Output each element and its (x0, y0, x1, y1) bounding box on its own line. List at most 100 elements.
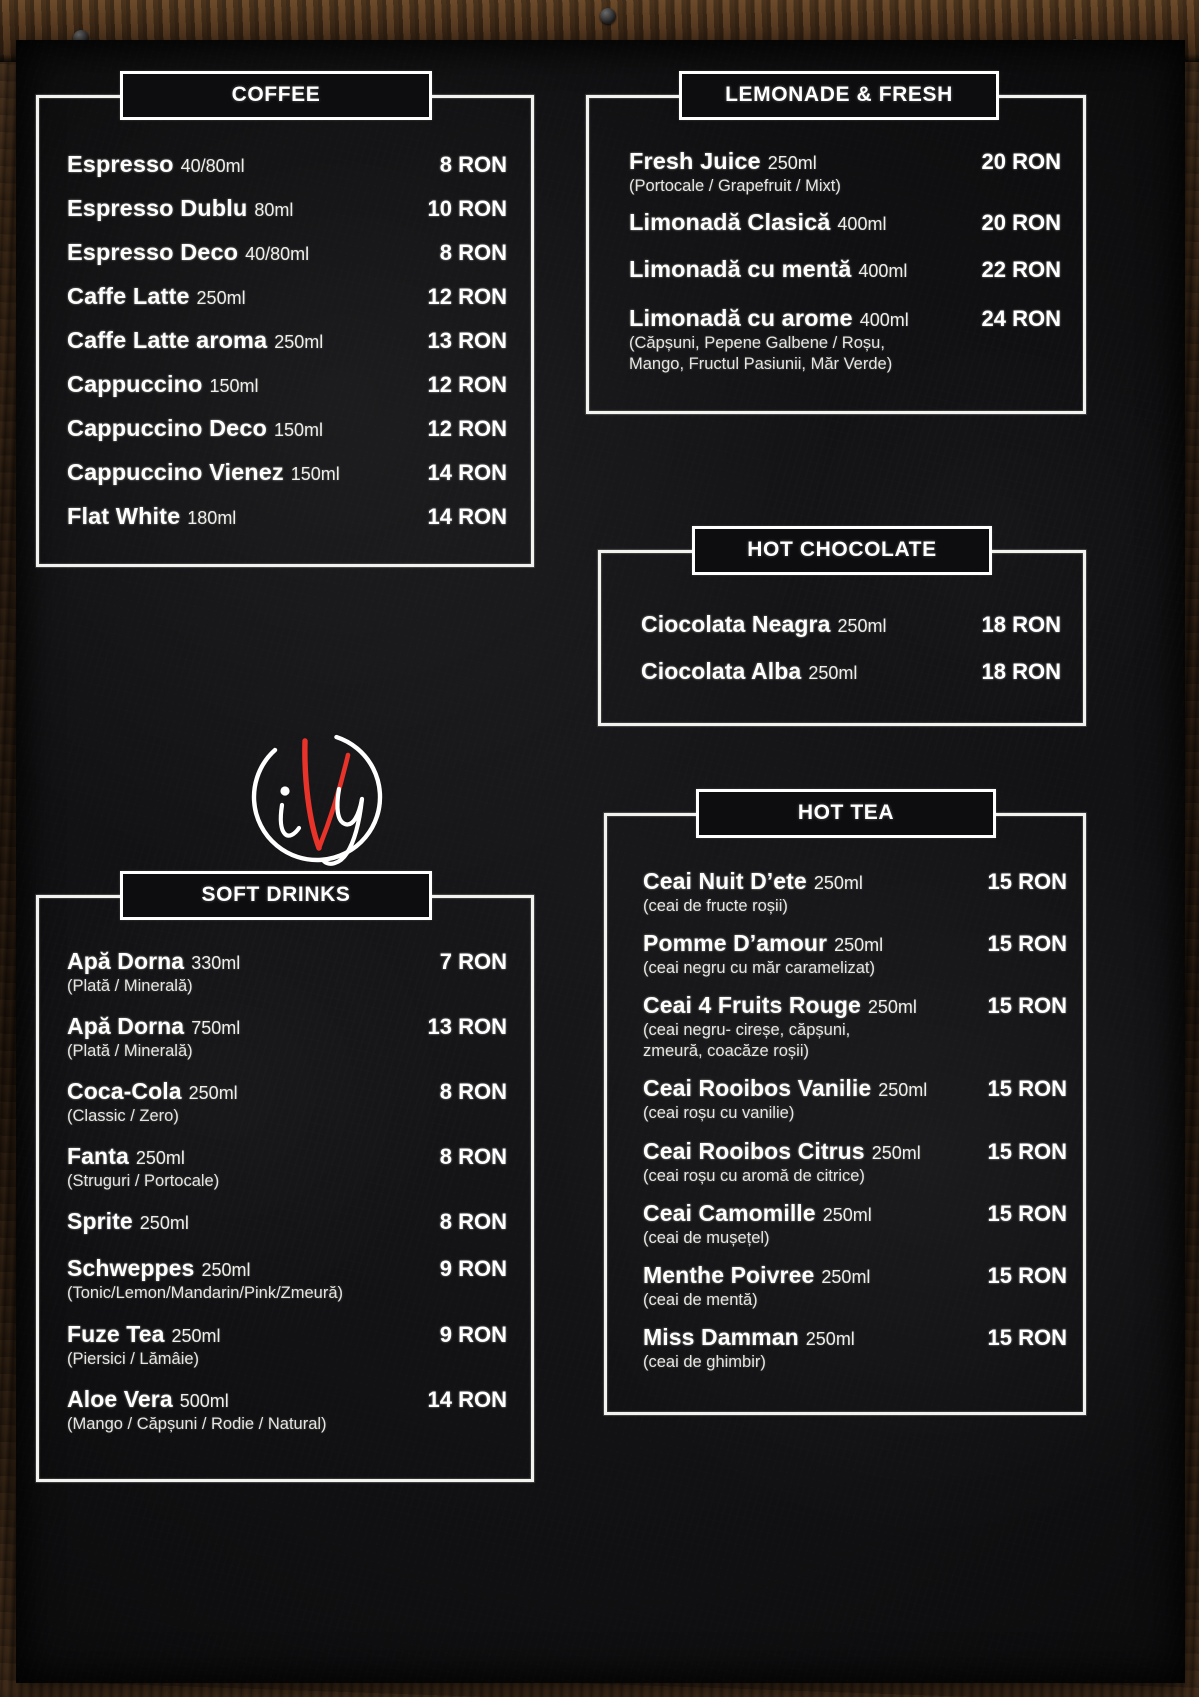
menu-row: Limonadă Clasică 400ml 20 RON (629, 209, 1061, 236)
item-name: Fuze Tea (67, 1320, 165, 1347)
menu-row: Cappuccino Vienez 150ml 14 RON (67, 450, 507, 494)
item-name: Aloe Vera (67, 1385, 173, 1412)
menu-row: Fanta 250ml 8 RON (Struguri / Portocale) (67, 1143, 507, 1192)
item-volume: 250ml (805, 1328, 855, 1349)
item-price: 15 RON (987, 1138, 1067, 1164)
item-price: 15 RON (987, 1200, 1067, 1226)
item-description: (ceai de fructe roșii) (643, 897, 788, 915)
item-name: Fanta (67, 1143, 129, 1170)
menu-row: Apă Dorna 750ml 13 RON (Plată / Minerală… (67, 1013, 507, 1062)
item-name: Limonadă cu arome (629, 305, 853, 332)
item-price: 14 RON (427, 1386, 507, 1412)
menu-row: Espresso Deco 40/80ml 8 RON (67, 230, 507, 274)
item-name: Ceai 4 Fruits Rouge (643, 992, 861, 1019)
item-volume: 250ml (871, 1142, 921, 1163)
item-price: 15 RON (987, 1324, 1067, 1350)
section-frame-lemonade-fresh: Fresh Juice 250ml 20 RON (Portocale / Gr… (586, 95, 1086, 415)
item-name: Limonadă Clasică (629, 209, 831, 236)
item-price: 7 RON (439, 949, 507, 974)
item-description: (ceai de ghimbir) (643, 1352, 766, 1371)
item-volume: 180ml (187, 507, 237, 528)
item-price: 24 RON (981, 306, 1061, 332)
item-volume: 250ml (139, 1213, 189, 1234)
item-volume: 150ml (273, 419, 324, 440)
item-description: (Portocale / Grapefruit / Mixt) (629, 177, 841, 195)
menu-row: Caffe Latte aroma 250ml 13 RON (67, 318, 507, 362)
item-description: (ceai de mușețel) (643, 1228, 770, 1247)
menu-row: Caffe Latte 250ml 12 RON (67, 274, 507, 318)
chalkboard-surface: COFFEE Espresso 40/80ml 8 RON (16, 40, 1185, 1683)
item-volume: 250ml (196, 287, 246, 308)
item-volume: 330ml (191, 953, 241, 973)
item-name: Sprite (67, 1208, 133, 1235)
section-frame-hot-tea: Ceai Nuit D’ete 250ml 15 RON (ceai de fr… (604, 813, 1086, 1415)
item-name: Ceai Nuit D’ete (643, 868, 807, 894)
item-volume: 250ml (274, 331, 324, 352)
item-name: Ceai Rooibos Citrus (643, 1137, 865, 1164)
item-volume: 150ml (290, 463, 340, 484)
menu-row: Coca-Cola 250ml 8 RON (Classic / Zero) (67, 1078, 507, 1127)
item-price: 14 RON (427, 503, 507, 529)
item-name: Schweppes (67, 1255, 195, 1282)
item-volume: 250ml (767, 153, 817, 173)
item-description: (ceai negru cu măr caramelizat) (643, 959, 875, 978)
item-name: Ceai Camomille (643, 1199, 816, 1226)
item-name: Espresso Dublu (67, 194, 248, 221)
item-name: Menthe Poivree (643, 1261, 815, 1288)
menu-row: Miss Damman 250ml 15 RON (ceai de ghimbi… (643, 1324, 1067, 1373)
item-name: Pomme D’amour (643, 930, 828, 957)
item-price: 13 RON (427, 1014, 507, 1040)
item-volume: 250ml (201, 1260, 251, 1281)
item-price: 8 RON (439, 239, 507, 265)
item-price: 22 RON (981, 257, 1061, 283)
item-volume: 250ml (837, 616, 887, 636)
item-price: 8 RON (439, 151, 507, 177)
menu-row: Limonadă cu mentă 400ml 22 RON (629, 256, 1061, 283)
item-description: (Piersici / Lămâie) (67, 1349, 200, 1368)
item-price: 15 RON (987, 1262, 1067, 1288)
item-price: 13 RON (427, 327, 507, 353)
menu-row: Ciocolata Neagra 250ml 18 RON (641, 605, 1061, 644)
menu-row: Espresso Dublu 80ml 10 RON (67, 186, 507, 230)
section-hot-tea: HOT TEA Ceai Nuit D’ete 250ml 15 RON (ce… (604, 789, 1086, 1415)
item-price: 9 RON (439, 1256, 507, 1282)
menu-row: Ceai Rooibos Citrus 250ml 15 RON (ceai r… (643, 1138, 1067, 1187)
item-volume: 250ml (135, 1148, 185, 1169)
item-name: Flat White (67, 502, 181, 529)
item-description: (ceai negru- cireșe, căpșuni, zmeură, co… (643, 1021, 851, 1061)
item-price: 12 RON (427, 283, 507, 309)
item-name: Cappuccino Deco (67, 414, 267, 441)
section-frame-coffee: Espresso 40/80ml 8 RON Espresso Dublu 80… (36, 95, 534, 567)
menu-row: Schweppes 250ml 9 RON (Tonic/Lemon/Manda… (67, 1255, 507, 1304)
menu-row: Ceai Nuit D’ete 250ml 15 RON (ceai de fr… (643, 868, 1067, 917)
item-volume: 250ml (821, 1266, 871, 1287)
item-description: (Căpșuni, Pepene Galbene / Roșu, Mango, … (629, 334, 893, 374)
menu-row: Pomme D’amour 250ml 15 RON (ceai negru c… (643, 930, 1067, 979)
menu-row: Ciocolata Alba 250ml 18 RON (641, 652, 1061, 691)
item-volume: 250ml (188, 1083, 238, 1104)
item-name: Apă Dorna (67, 1013, 185, 1040)
menu-row: Sprite 250ml 8 RON (67, 1208, 507, 1235)
section-soft-drinks: SOFT DRINKS Apă Dorna 330ml 7 RON (Plată… (36, 871, 534, 1482)
item-name: Caffe Latte (67, 282, 190, 309)
section-hot-chocolate: HOT CHOCOLATE Ciocolata Neagra 250ml 18 … (598, 526, 1086, 726)
item-volume: 150ml (209, 375, 259, 396)
item-name: Cappuccino (67, 370, 203, 397)
item-description: (ceai roșu cu vanilie) (643, 1104, 795, 1123)
item-name: Limonadă cu mentă (629, 256, 852, 283)
section-title-soft-drinks: SOFT DRINKS (120, 871, 432, 920)
menu-row: Aloe Vera 500ml 14 RON (Mango / Căpșuni … (67, 1386, 507, 1435)
item-description: (Classic / Zero) (67, 1107, 179, 1126)
item-volume: 250ml (822, 1204, 872, 1225)
item-volume: 250ml (171, 1325, 221, 1346)
item-volume: 250ml (867, 997, 917, 1018)
item-name: Fresh Juice (629, 148, 761, 174)
item-description: (Plată / Minerală) (67, 1042, 193, 1061)
item-name: Ceai Rooibos Vanilie (643, 1075, 872, 1102)
item-price: 15 RON (987, 1076, 1067, 1102)
section-title-coffee: COFFEE (120, 71, 432, 120)
nail-icon (600, 8, 616, 24)
item-description: (Plată / Minerală) (67, 977, 193, 995)
item-description: (Struguri / Portocale) (67, 1172, 220, 1191)
left-column: COFFEE Espresso 40/80ml 8 RON (36, 71, 534, 1482)
